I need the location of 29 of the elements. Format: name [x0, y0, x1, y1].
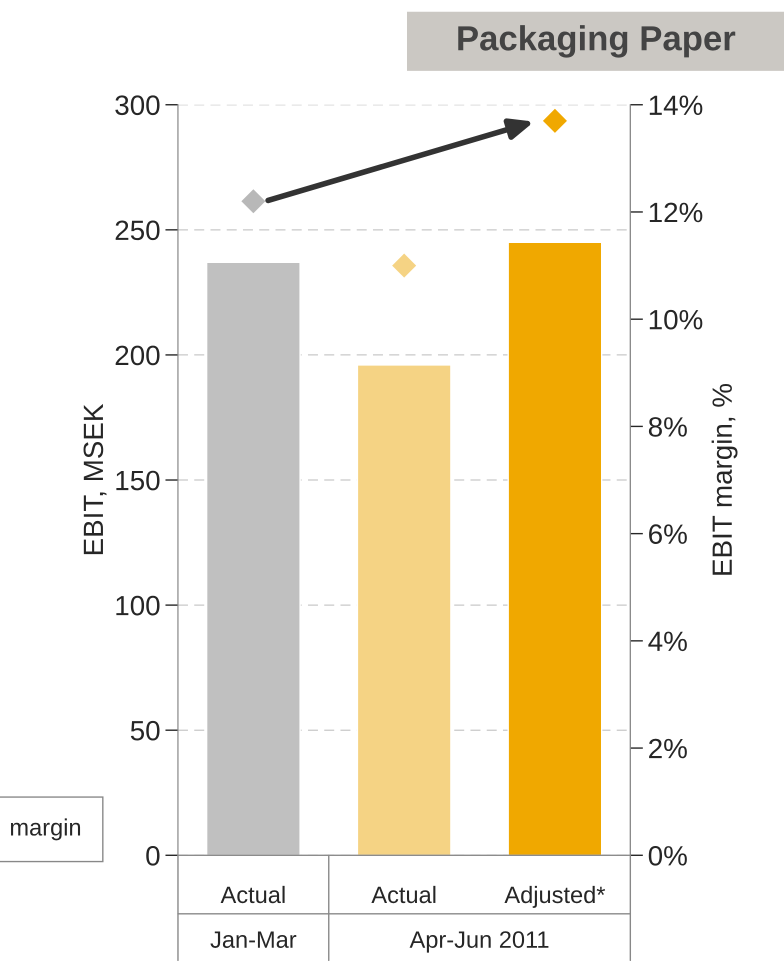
text: margin — [10, 818, 80, 840]
y-tick-label: 250 — [116, 220, 160, 240]
point — [542, 108, 567, 133]
y2-axis-title: EBIT margin, % — [712, 384, 738, 575]
point — [392, 254, 416, 278]
bar — [356, 364, 452, 856]
y2-tick-label: 2% — [649, 738, 687, 758]
point — [241, 189, 266, 214]
y2-tick-label: 14% — [650, 96, 702, 115]
y2-tick-label: 12% — [650, 202, 702, 222]
bar — [508, 242, 602, 856]
y2-tick-label: 10% — [650, 310, 702, 330]
y-tick-label: 300 — [115, 95, 160, 116]
y2-tick-label: 4% — [648, 632, 687, 652]
y-tick-label: 200 — [116, 346, 160, 366]
x-tick-label: Actual — [371, 886, 436, 904]
y-tick-label: 100 — [116, 596, 160, 616]
y2-tick-label: 6% — [649, 524, 687, 544]
x-tick-label: Actual — [220, 886, 285, 904]
y-tick-label: 50 — [130, 720, 160, 741]
text: Jan-Mar — [210, 931, 296, 948]
y-tick-label: 150 — [116, 470, 160, 490]
chart-title: Packaging Paper — [458, 25, 736, 58]
y-tick-label: 0 — [146, 846, 160, 866]
y2-tick-label: 8% — [648, 417, 687, 437]
text: Apr-Jun 2011 — [410, 931, 548, 953]
y-axis-title: EBIT, MSEK — [84, 404, 106, 554]
x-tick-label: Adjusted* — [504, 886, 606, 908]
y2-tick-label: 0% — [648, 846, 687, 866]
